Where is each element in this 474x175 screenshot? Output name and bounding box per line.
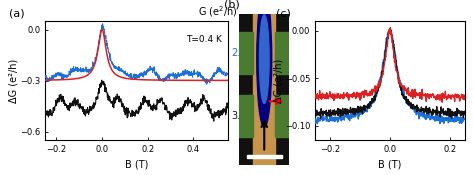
Ellipse shape (257, 0, 272, 127)
Text: T=0.4 K: T=0.4 K (186, 35, 222, 44)
Text: G (e$^2$/h): G (e$^2$/h) (198, 4, 238, 19)
Bar (253, 14, 275, 164)
Text: (a): (a) (9, 8, 24, 18)
Bar (275, 95, 289, 137)
Y-axis label: ΔG (e²/h): ΔG (e²/h) (9, 58, 18, 103)
X-axis label: B (T): B (T) (378, 159, 401, 169)
Bar (239, 95, 253, 137)
Text: (b): (b) (225, 0, 240, 10)
Text: (c): (c) (276, 8, 291, 18)
Y-axis label: ΔG (e²/h): ΔG (e²/h) (273, 58, 283, 103)
Text: 2.6: 2.6 (231, 48, 246, 58)
Ellipse shape (259, 15, 269, 104)
Bar (239, 32, 253, 74)
Text: 3.9: 3.9 (231, 111, 246, 121)
Bar (247, 155, 282, 159)
Bar (275, 32, 289, 74)
X-axis label: B (T): B (T) (125, 159, 148, 169)
